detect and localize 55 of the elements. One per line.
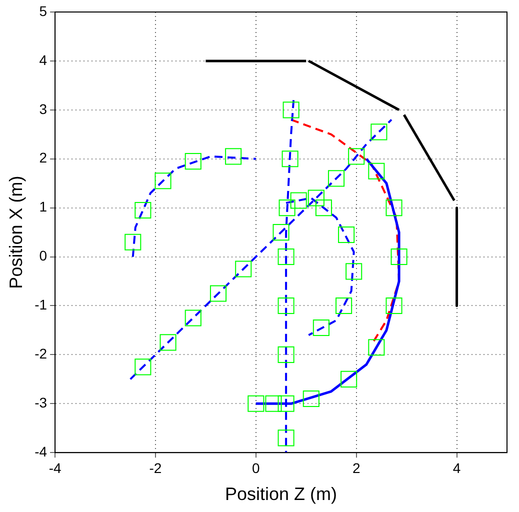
- point: [328, 170, 345, 187]
- y-tick-label: 5: [39, 2, 48, 19]
- x-tick-label: 4: [452, 460, 461, 476]
- point: [336, 297, 352, 314]
- point: [368, 162, 385, 180]
- y-axis-title: Position X (m): [6, 176, 26, 289]
- point: [290, 192, 307, 209]
- x-tick-label: -2: [149, 460, 162, 476]
- point: [184, 153, 202, 170]
- point: [302, 390, 320, 408]
- point: [278, 200, 296, 216]
- y-tick-label: 0: [39, 248, 48, 264]
- y-tick-label: 3: [39, 100, 48, 117]
- y-tick-label: -3: [34, 394, 48, 411]
- x-tick-label: 2: [352, 460, 360, 476]
- x-axis-title: Position Z (m): [225, 484, 338, 504]
- point: [134, 358, 152, 376]
- point: [184, 310, 202, 326]
- y-tick-label: 1: [39, 198, 48, 215]
- y-tick-label: -4: [34, 443, 48, 460]
- point: [210, 285, 227, 302]
- point: [346, 263, 362, 280]
- point: [340, 370, 358, 388]
- x-tick-label: 0: [252, 460, 260, 476]
- y-tick-label: -2: [34, 346, 48, 362]
- point: [124, 234, 142, 250]
- point: [278, 248, 294, 266]
- point: [278, 430, 294, 446]
- point: [308, 190, 324, 206]
- y-tick-label: 2: [39, 150, 48, 166]
- point: [368, 339, 385, 356]
- point: [160, 334, 176, 351]
- point: [390, 248, 408, 266]
- point: [370, 124, 388, 140]
- point: [278, 346, 294, 363]
- point: [134, 202, 152, 219]
- point: [272, 224, 290, 241]
- y-tick-label: -1: [34, 296, 48, 313]
- point: [225, 148, 242, 165]
- point: [235, 260, 252, 278]
- y-tick-label: 4: [39, 52, 48, 68]
- point: [315, 200, 332, 216]
- line-series: [132, 155, 257, 258]
- point: [154, 172, 172, 190]
- point: [312, 319, 330, 336]
- point: [248, 395, 264, 412]
- point: [278, 297, 294, 314]
- point: [278, 395, 294, 412]
- point: [282, 150, 298, 168]
- point: [265, 395, 282, 412]
- point: [386, 297, 402, 314]
- point: [386, 200, 402, 216]
- point: [282, 102, 300, 118]
- point: [348, 148, 365, 165]
- point: [338, 226, 355, 244]
